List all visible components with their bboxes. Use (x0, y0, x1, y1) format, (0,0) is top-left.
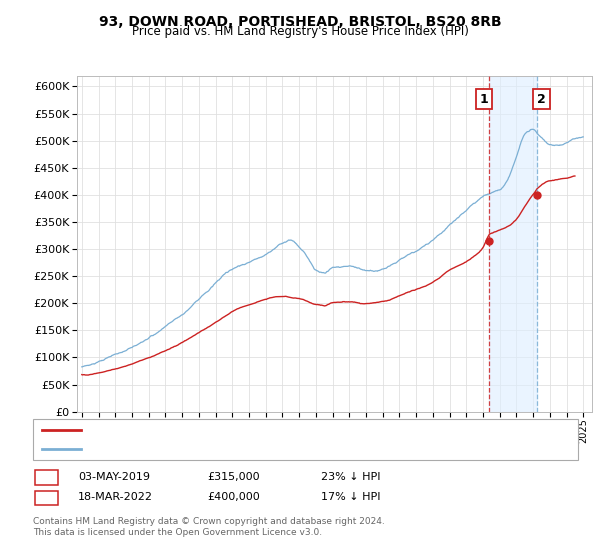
Text: 03-MAY-2019: 03-MAY-2019 (78, 472, 150, 482)
Text: 1: 1 (479, 92, 488, 106)
Bar (489, 76, 536, 412)
Text: £315,000: £315,000 (207, 472, 260, 482)
Text: 1: 1 (43, 472, 50, 482)
Text: 2: 2 (43, 492, 50, 502)
Text: £400,000: £400,000 (207, 492, 260, 502)
Text: 23% ↓ HPI: 23% ↓ HPI (321, 472, 380, 482)
Text: HPI: Average price, detached house, North Somerset: HPI: Average price, detached house, Nort… (86, 444, 361, 454)
Text: 17% ↓ HPI: 17% ↓ HPI (321, 492, 380, 502)
Text: 93, DOWN ROAD, PORTISHEAD, BRISTOL, BS20 8RB: 93, DOWN ROAD, PORTISHEAD, BRISTOL, BS20… (98, 15, 502, 29)
Text: 2: 2 (537, 92, 546, 106)
Text: 93, DOWN ROAD, PORTISHEAD, BRISTOL, BS20 8RB (detached house): 93, DOWN ROAD, PORTISHEAD, BRISTOL, BS20… (86, 426, 449, 436)
Text: 18-MAR-2022: 18-MAR-2022 (78, 492, 153, 502)
Text: Contains HM Land Registry data © Crown copyright and database right 2024.
This d: Contains HM Land Registry data © Crown c… (33, 517, 385, 537)
Text: Price paid vs. HM Land Registry's House Price Index (HPI): Price paid vs. HM Land Registry's House … (131, 25, 469, 38)
